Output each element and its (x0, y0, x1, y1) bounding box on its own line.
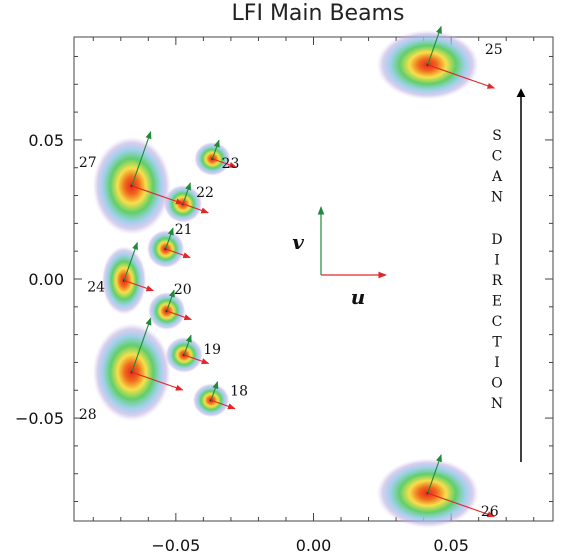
beam-25 (376, 25, 496, 100)
beam-u-arrow (131, 185, 184, 205)
beam-label-25: 25 (485, 42, 503, 58)
beam-v-arrow (165, 227, 174, 250)
beam-v-arrow (166, 289, 175, 312)
x-tick-label: 0.00 (296, 536, 332, 555)
scan-letter: S (492, 128, 502, 144)
beams-group (92, 25, 496, 529)
beam-u-arrow (210, 399, 236, 410)
beam-26 (376, 454, 496, 529)
beam-u-arrow (212, 158, 237, 168)
x-tick-label: 0.05 (433, 536, 469, 555)
y-tick-label: 0.05 (28, 131, 64, 150)
beam-u-arrow (182, 203, 209, 214)
scan-letter: I (494, 355, 500, 371)
beam-label-24: 24 (87, 279, 105, 295)
beam-label-23: 23 (222, 156, 240, 172)
beam-u-arrow (183, 354, 210, 365)
scan-letter: A (491, 169, 503, 185)
scan-letter: D (491, 232, 502, 248)
scan-letter: R (492, 273, 503, 289)
scan-letter: O (491, 376, 502, 392)
chart-title: LFI Main Beams (232, 1, 405, 26)
beam-label-20: 20 (174, 282, 192, 298)
beam-u-arrow (131, 371, 184, 391)
beam-20 (147, 289, 192, 331)
beam-28 (92, 317, 184, 422)
scan-letter: I (494, 253, 500, 269)
beam-v-arrow (131, 317, 152, 373)
beam-u-arrow (123, 279, 155, 292)
beam-label-22: 22 (196, 185, 214, 201)
beam-u-arrow (427, 492, 496, 518)
beam-23 (194, 139, 237, 176)
beam-u-arrow (427, 64, 496, 89)
beam-v-arrow (131, 131, 152, 186)
uv-indicator: u v (292, 206, 387, 309)
beam-21 (146, 227, 191, 268)
x-tick-label: −0.05 (151, 536, 200, 555)
u-axis-label: u (351, 285, 366, 309)
beam-label-21: 21 (175, 222, 193, 238)
scan-letter: T (492, 335, 502, 351)
beam-label-28: 28 (79, 407, 97, 423)
beam-v-arrow (183, 334, 192, 356)
beam-label-26: 26 (481, 504, 499, 520)
y-tick-label: 0.00 (28, 270, 64, 289)
beam-u-arrow (165, 248, 191, 259)
beam-u-arrow (166, 310, 192, 321)
beam-v-arrow (182, 182, 191, 205)
beam-label-27: 27 (79, 155, 97, 171)
beam-18 (192, 380, 236, 418)
beam-label-19: 19 (203, 342, 221, 358)
scan-letter: N (491, 396, 503, 412)
beam-label-18: 18 (230, 383, 248, 399)
beam-v-arrow (427, 454, 442, 494)
scan-letter: E (492, 294, 502, 310)
scan-letter: C (492, 314, 503, 330)
beam-v-arrow (427, 25, 442, 65)
scan-letter: N (491, 190, 503, 206)
beam-19 (165, 334, 210, 373)
v-axis-label: v (292, 230, 304, 254)
beam-v-arrow (210, 380, 219, 401)
ticks-group: −0.05 0.00 0.05 −0.05 0.00 0.05 (15, 37, 553, 555)
scan-letter: C (492, 149, 503, 165)
beam-labels-group: 18 19 20 21 22 23 24 25 26 27 28 (79, 42, 503, 520)
beam-27 (92, 131, 184, 235)
beam-v-arrow (123, 241, 138, 281)
beam-24 (101, 241, 155, 315)
y-tick-label: −0.05 (15, 409, 64, 428)
beam-v-arrow (211, 139, 220, 160)
